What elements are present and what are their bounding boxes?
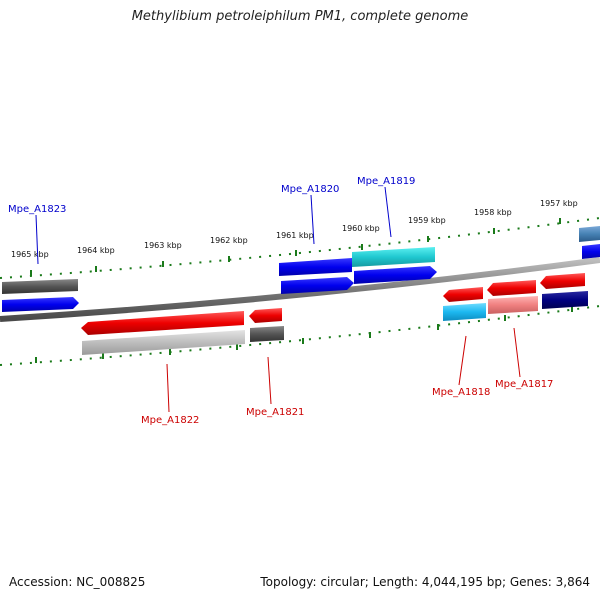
gene-feature-Mpe_A1822-lower[interactable] bbox=[82, 330, 245, 355]
gene-label-Mpe_A1823[interactable]: Mpe_A1823 bbox=[8, 204, 66, 215]
scale-dotted-line-upper bbox=[0, 217, 600, 279]
scale-label-1957kbp: 1957 kbp bbox=[540, 199, 578, 208]
accession-text: Accession: NC_008825 bbox=[9, 575, 146, 589]
gene-label-Mpe_A1820[interactable]: Mpe_A1820 bbox=[281, 184, 339, 195]
gene-label-Mpe_A1821[interactable]: Mpe_A1821 bbox=[246, 407, 304, 418]
scale-label-1958kbp: 1958 kbp bbox=[474, 208, 512, 217]
scale-label-1964kbp: 1964 kbp bbox=[77, 246, 115, 255]
scale-label-1960kbp: 1960 kbp bbox=[342, 224, 380, 233]
gene-feature-steel-right-upper[interactable] bbox=[579, 226, 600, 242]
gene-label-Mpe_A1817[interactable]: Mpe_A1817 bbox=[495, 379, 553, 390]
gene-feature-Mpe_A1819[interactable] bbox=[354, 266, 437, 284]
gene-feature-Mpe_A1818[interactable] bbox=[443, 303, 486, 321]
scale-label-1961kbp: 1961 kbp bbox=[276, 231, 314, 240]
scale-label-1962kbp: 1962 kbp bbox=[210, 236, 248, 245]
reverse-label-leaders bbox=[166, 327, 521, 413]
forward-label-leaders bbox=[35, 186, 392, 265]
gene-feature-Mpe_A1820[interactable] bbox=[281, 277, 354, 294]
map-title: Methylibium petroleiphilum PM1, complete… bbox=[131, 9, 469, 24]
gene-feature-blue-right-upper[interactable] bbox=[582, 244, 600, 259]
gene-label-Mpe_A1822[interactable]: Mpe_A1822 bbox=[141, 415, 199, 426]
scale-label-1965kbp: 1965 kbp bbox=[11, 250, 49, 259]
scale-major-ticks-lower bbox=[35, 306, 573, 363]
gene-feature-Mpe_A1818-top[interactable] bbox=[443, 287, 483, 302]
gene-feature-Mpe_A1817[interactable] bbox=[488, 296, 538, 314]
gene-label-Mpe_A1818[interactable]: Mpe_A1818 bbox=[432, 387, 490, 398]
genome-backbone bbox=[0, 257, 600, 322]
gene-feature-red-right-lower[interactable] bbox=[540, 273, 585, 289]
gene-feature-Mpe_A1819-top[interactable] bbox=[352, 247, 435, 267]
gene-feature-grey-left-upper[interactable] bbox=[2, 279, 78, 294]
scale-major-ticks-upper bbox=[30, 218, 561, 276]
gene-label-Mpe_A1819[interactable]: Mpe_A1819 bbox=[357, 176, 415, 187]
gene-feature-Mpe_A1822[interactable] bbox=[81, 311, 244, 335]
genome-summary-text: Topology: circular; Length: 4,044,195 bp… bbox=[260, 575, 590, 589]
gene-feature-Mpe_A1823[interactable] bbox=[2, 297, 79, 312]
gene-feature-Mpe_A1817-top[interactable] bbox=[487, 280, 536, 296]
gene-feature-Mpe_A1821[interactable] bbox=[249, 308, 282, 323]
scale-label-1963kbp: 1963 kbp bbox=[144, 241, 182, 250]
gene-feature-navy-right-lower[interactable] bbox=[542, 291, 588, 309]
scale-dotted-line-lower bbox=[0, 305, 600, 366]
gene-feature-Mpe_A1820-top[interactable] bbox=[279, 258, 352, 276]
gene-feature-Mpe_A1821-lower[interactable] bbox=[250, 326, 284, 342]
scale-label-1959kbp: 1959 kbp bbox=[408, 216, 446, 225]
